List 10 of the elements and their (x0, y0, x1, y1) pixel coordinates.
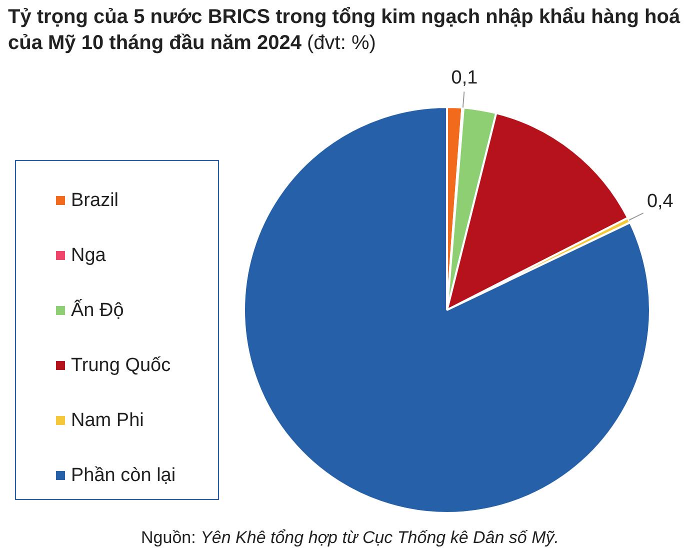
legend-label: Trung Quốc (71, 354, 171, 376)
data-label: 0,4 (646, 191, 674, 212)
legend-label: Nga (71, 244, 106, 266)
text: Nguồn: Yên Khê tổng hợp từ Cục Thống kê Dân số Mỹ. (140, 528, 560, 548)
chart-title: Tỷ trọng của 5 nước BRICS trong tổng kim ngạch nhập khẩu hàng hoá của Mỹ 10 tháng đầu năm 2024 (đvt: %) (8, 5, 682, 56)
legend-label: Brazil (71, 190, 119, 212)
legend-label: Nam Phi (71, 410, 144, 432)
legend-label: Phần còn lại (71, 464, 176, 486)
legend-label: Ấn Độ (71, 300, 124, 322)
data-label: 0,1 (451, 67, 478, 88)
